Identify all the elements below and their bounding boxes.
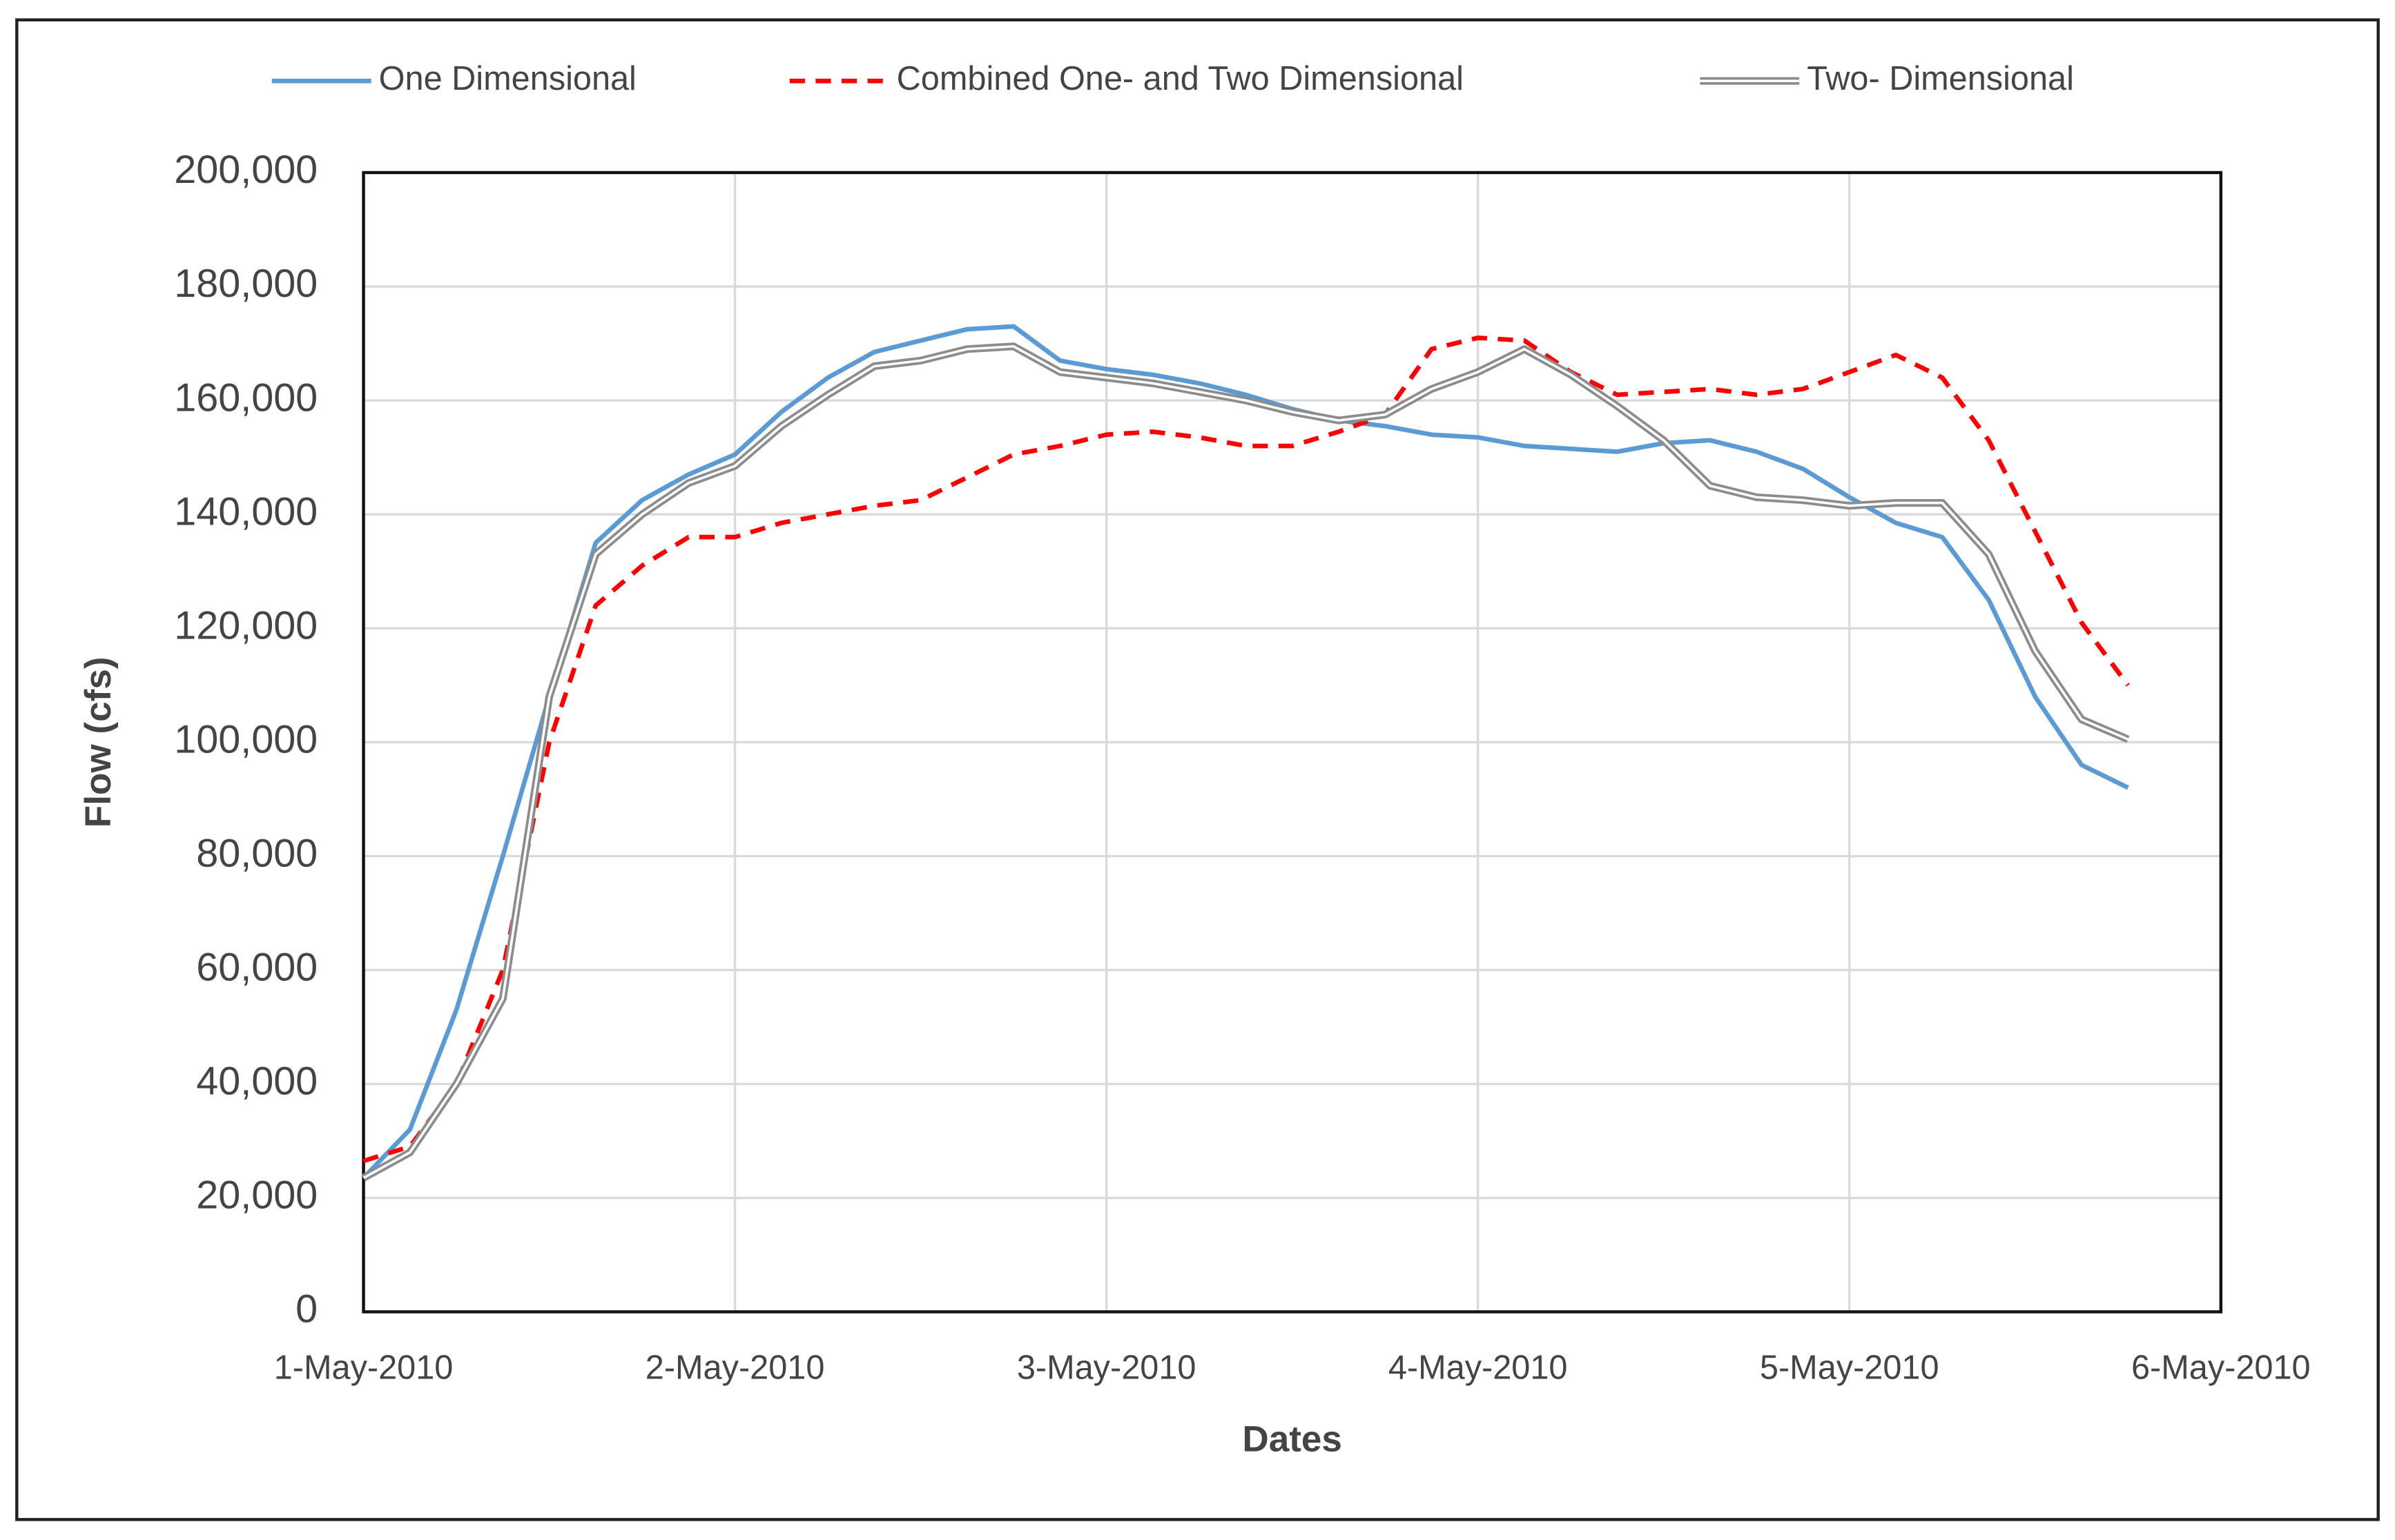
legend-label: Combined One- and Two Dimensional (897, 60, 1464, 97)
y-tick-label: 20,000 (196, 1173, 318, 1218)
y-tick-label: 180,000 (174, 262, 318, 306)
x-tick-label: 4-May-2010 (1388, 1349, 1568, 1386)
x-tick-label: 1-May-2010 (274, 1349, 454, 1386)
x-tick-label: 3-May-2010 (1017, 1349, 1196, 1386)
y-tick-label: 140,000 (174, 489, 318, 534)
y-tick-label: 100,000 (174, 717, 318, 761)
y-tick-label: 120,000 (174, 603, 318, 647)
y-tick-label: 0 (295, 1287, 318, 1332)
series-line (362, 335, 2130, 1164)
x-axis-title: Dates (1242, 1419, 1342, 1460)
series-line-inner (362, 345, 2129, 1179)
y-tick-label: 160,000 (174, 376, 318, 420)
chart-frame (15, 18, 2380, 1521)
y-axis-title: Flow (cfs) (78, 656, 119, 828)
x-tick-label: 6-May-2010 (2131, 1349, 2311, 1386)
y-tick-label: 200,000 (174, 148, 318, 192)
legend-label: Two- Dimensional (1807, 60, 2074, 97)
series-line (362, 324, 2129, 1180)
legend-label: One Dimensional (379, 60, 637, 97)
y-tick-label: 60,000 (196, 946, 318, 990)
y-tick-label: 80,000 (196, 831, 318, 875)
plot-area (362, 170, 2223, 1314)
x-tick-label: 5-May-2010 (1760, 1349, 1939, 1386)
x-tick-label: 2-May-2010 (646, 1349, 825, 1386)
y-tick-label: 40,000 (196, 1060, 318, 1104)
